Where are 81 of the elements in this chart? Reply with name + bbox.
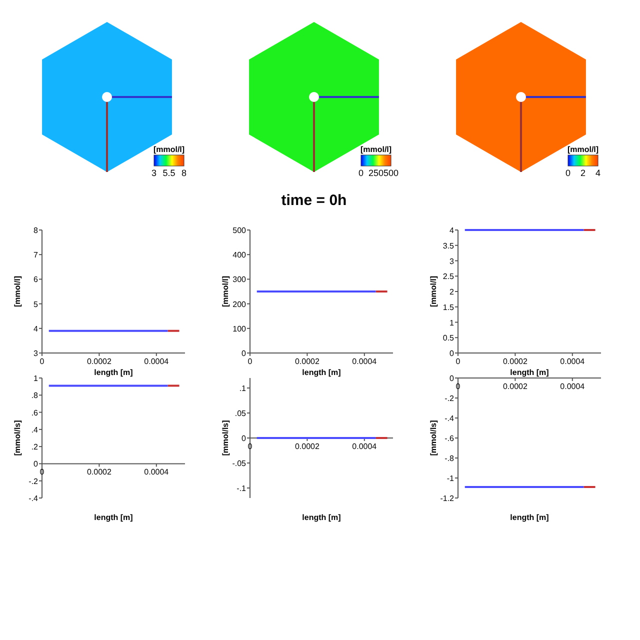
x-tick-label: 0.0002	[502, 357, 528, 366]
y-tick-label: .05	[234, 409, 247, 418]
y-tick-label: 1	[34, 374, 39, 383]
y-tick-label: 3.5	[442, 241, 455, 250]
x-tick-label: 0.0002	[86, 357, 112, 366]
y-tick-label: .8	[31, 391, 39, 400]
y-tick-label: 0	[34, 460, 39, 469]
x-axis-title: length [m]	[302, 368, 342, 377]
text: 500	[383, 168, 399, 178]
y-tick-label: .4	[31, 425, 39, 434]
text: 250	[368, 168, 384, 178]
y-tick-label: 8	[34, 226, 39, 235]
y-tick-label: 2.5	[442, 272, 455, 282]
color-bar-title: [mmol/l]	[360, 145, 392, 154]
y-axis-title: [mmol/ls]	[429, 420, 438, 456]
y-tick-label: .2	[31, 442, 39, 452]
y-tick-label: 7	[34, 250, 39, 260]
y-tick-label: .1	[239, 384, 247, 393]
y-tick-label: -1	[446, 474, 455, 483]
y-tick-label: 0	[242, 434, 247, 443]
y-tick-label: 0.5	[442, 334, 455, 343]
x-tick-label: 0	[456, 357, 461, 366]
y-tick-label: -.6	[444, 434, 455, 443]
text: 3	[151, 168, 157, 178]
text: 5.5	[162, 168, 176, 178]
y-tick-label: 1.5	[442, 302, 455, 312]
y-tick-label: 500	[232, 226, 247, 235]
text: 8	[181, 168, 187, 178]
x-axis-title: length [m]	[510, 368, 550, 377]
x-tick-label: 0.0004	[352, 442, 378, 451]
x-tick-label: 0.0004	[144, 468, 170, 477]
y-tick-label: -.4	[28, 494, 39, 503]
text: 2	[580, 168, 586, 178]
y-tick-label: 100	[232, 324, 247, 334]
y-tick-label: -.05	[232, 459, 247, 468]
y-tick-label: -.8	[444, 454, 455, 463]
y-tick-label: -.2	[444, 394, 455, 403]
x-tick-label: 0.0004	[144, 357, 170, 366]
x-tick-label: 0.0002	[294, 442, 320, 451]
y-axis-title: [mmol/l]	[429, 276, 438, 308]
x-tick-label: 0	[40, 357, 45, 366]
x-tick-label: 0.0002	[502, 382, 528, 391]
x-axis-title: length [m]	[94, 513, 134, 522]
y-tick-label: 3	[450, 256, 455, 266]
y-tick-label: -.2	[28, 476, 39, 486]
text: 4	[595, 168, 601, 178]
x-axis-title: length [m]	[94, 368, 134, 377]
text: 0	[358, 168, 364, 178]
y-tick-label: 6	[34, 275, 39, 284]
text: time = 0h	[281, 192, 347, 209]
y-tick-label: 5	[34, 300, 39, 309]
y-tick-label: 2	[450, 288, 455, 296]
color-bar-title: [mmol/l]	[567, 145, 599, 154]
y-axis-title: [mmol/l]	[13, 276, 22, 308]
y-tick-label: 0	[242, 349, 247, 358]
y-tick-label: 300	[232, 275, 247, 284]
x-tick-label: 0.0004	[560, 357, 586, 366]
x-tick-label: 0.0002	[86, 468, 112, 477]
y-tick-label: 1	[450, 318, 455, 328]
y-tick-label: .6	[31, 408, 39, 418]
x-tick-label: 0	[248, 357, 253, 366]
y-tick-label: 0	[450, 374, 455, 383]
x-tick-label: 0.0004	[560, 382, 586, 391]
y-axis-title: [mmol/ls]	[221, 420, 230, 456]
y-tick-label: 400	[232, 250, 247, 260]
x-tick-label: 0.0002	[294, 357, 320, 366]
y-tick-label: -.4	[444, 414, 455, 423]
y-tick-label: 0	[450, 349, 455, 358]
y-tick-label: 4	[450, 226, 455, 235]
y-tick-label: -1.2	[440, 494, 455, 503]
x-axis-title: length [m]	[510, 513, 550, 522]
text: 0	[565, 168, 571, 178]
y-axis-title: [mmol/ls]	[13, 420, 22, 456]
y-tick-label: -.1	[236, 484, 247, 493]
color-bar-title: [mmol/l]	[153, 145, 185, 154]
y-axis-title: [mmol/l]	[221, 276, 230, 308]
x-tick-label: 0.0004	[352, 357, 378, 366]
y-tick-label: 3	[34, 349, 39, 358]
y-tick-label: 200	[232, 300, 247, 309]
x-axis-title: length [m]	[302, 513, 342, 522]
y-tick-label: 4	[34, 324, 39, 334]
